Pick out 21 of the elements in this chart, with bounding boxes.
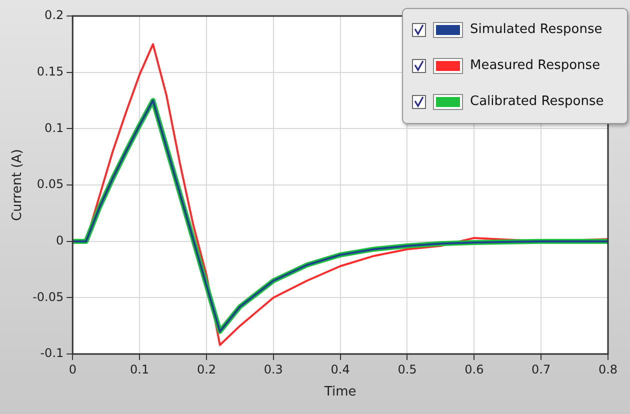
legend-label: Simulated Response [470,21,602,39]
y-tick-label: -0.05 [32,290,64,304]
x-tick-label: 0.8 [598,362,618,376]
legend-label: Measured Response [470,57,600,75]
x-tick-label: 0.6 [464,362,484,376]
y-tick-label: 0.2 [44,8,64,22]
y-tick-label: -0.1 [40,346,64,360]
y-tick-label: 0.05 [36,177,64,192]
x-tick-label: 0 [68,362,76,376]
x-tick-label: 0.3 [264,362,283,376]
y-axis-title: Current (A) [10,149,26,221]
x-axis-title: Time [323,384,356,400]
x-tick-label: 0.5 [398,362,417,376]
x-tick-label: 0.1 [130,362,150,376]
x-tick-label: 0.2 [196,362,216,376]
legend-label: Calibrated Response [470,93,604,111]
x-tick-label: 0.7 [532,362,551,376]
y-tick-label: 0 [56,233,64,248]
x-tick-label: 0.4 [330,362,350,376]
y-tick-label: 0.15 [36,64,64,78]
y-tick-label: 0.1 [44,120,64,135]
